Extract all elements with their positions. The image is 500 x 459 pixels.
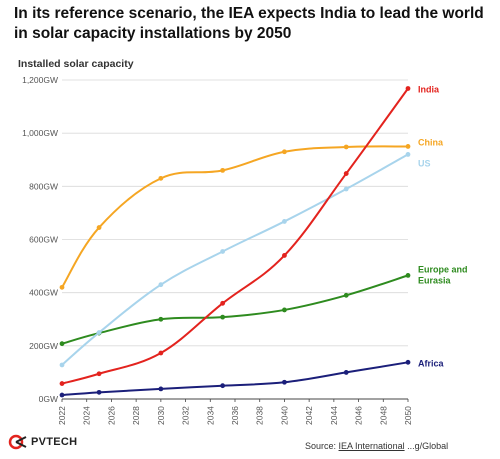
data-point-africa xyxy=(343,370,349,375)
series-layer xyxy=(59,86,411,398)
data-point-us xyxy=(59,362,65,368)
data-point-africa xyxy=(282,379,287,385)
data-point-china xyxy=(59,284,65,290)
data-point-europe-and-eurasia xyxy=(282,307,287,313)
data-point-africa xyxy=(59,392,65,398)
data-point-us xyxy=(405,152,411,157)
data-point-india xyxy=(158,350,164,356)
series-label-china: China xyxy=(418,137,444,147)
data-point-europe-and-eurasia xyxy=(59,341,65,347)
source-line: Source: IEA International ...g/Global xyxy=(305,441,448,451)
data-point-us xyxy=(282,219,287,224)
grid-layer xyxy=(62,79,408,400)
series-label-line: Africa xyxy=(418,358,445,368)
y-tick-label: 600GW xyxy=(29,235,58,245)
y-tick-label: 400GW xyxy=(29,288,58,298)
data-point-china xyxy=(405,144,411,149)
y-tick-label: 800GW xyxy=(29,181,58,191)
series-line-china xyxy=(61,145,409,288)
data-point-europe-and-eurasia xyxy=(220,314,226,320)
series-label-line: US xyxy=(418,158,431,168)
series-label-line: India xyxy=(418,85,440,95)
series-line-europe-and-eurasia xyxy=(61,274,409,345)
axis-layer: 0GW 200GW 400GW 600GW 800GW 1,000GW 1,200GW 202… xyxy=(22,75,413,425)
data-point-us xyxy=(96,330,102,335)
series-label-europe-and-eurasia: Europe and Eurasia xyxy=(418,264,468,285)
series-label-line: China xyxy=(418,137,444,147)
data-point-africa xyxy=(158,386,164,392)
x-tick-label: 2050 xyxy=(403,406,413,425)
data-point-us xyxy=(343,186,349,192)
data-point-europe-and-eurasia xyxy=(405,272,411,278)
x-tick-label: 2036 xyxy=(230,406,240,425)
data-point-us xyxy=(158,282,164,288)
chart-headline: In its reference scenario, the IEA expec… xyxy=(14,5,484,42)
logo-text: PVTECH xyxy=(31,436,78,448)
y-tick-label: 1,200GW xyxy=(22,75,58,85)
x-tick-label: 2042 xyxy=(304,406,314,425)
data-point-china xyxy=(282,149,287,155)
x-tick-label: 2044 xyxy=(329,406,339,425)
source-prefix: Source: xyxy=(305,441,339,451)
series-label-africa: Africa xyxy=(418,358,445,368)
x-tick-label: 2030 xyxy=(156,406,166,425)
source-link[interactable]: IEA International xyxy=(338,441,405,451)
pvtech-logo-icon xyxy=(8,434,27,450)
data-point-india xyxy=(220,300,226,306)
data-point-africa xyxy=(405,359,411,365)
data-point-india xyxy=(405,86,411,91)
series-line-africa xyxy=(61,361,409,397)
series-line-india xyxy=(61,87,409,385)
series-label-line: Europe and xyxy=(418,264,468,274)
data-point-india xyxy=(343,171,349,176)
x-tick-label: 2026 xyxy=(106,406,116,425)
x-tick-label: 2038 xyxy=(255,406,265,425)
data-point-china xyxy=(158,175,164,181)
data-point-india xyxy=(96,371,102,377)
x-tick-label: 2046 xyxy=(354,406,364,425)
data-point-india xyxy=(59,381,65,386)
data-point-europe-and-eurasia xyxy=(158,316,164,322)
source-tail: ...g/Global xyxy=(404,441,449,451)
series-label-line: Eurasia xyxy=(418,275,452,285)
y-tick-label: 200GW xyxy=(29,341,58,351)
series-label-us: US xyxy=(418,158,431,168)
x-tick-label: 2034 xyxy=(205,406,215,425)
pvtech-logo: PVTECH xyxy=(8,434,77,450)
x-tick-label: 2028 xyxy=(131,406,141,425)
data-point-europe-and-eurasia xyxy=(343,292,349,298)
data-point-africa xyxy=(96,389,102,395)
data-point-africa xyxy=(220,383,226,389)
x-tick-label: 2032 xyxy=(181,406,191,425)
x-tick-label: 2022 xyxy=(57,406,67,425)
chart-subtitle: Installed solar capacity xyxy=(18,58,134,70)
data-point-china xyxy=(220,167,226,173)
data-point-china xyxy=(96,225,102,230)
data-point-india xyxy=(282,253,287,258)
data-point-us xyxy=(220,249,226,254)
x-tick-label: 2048 xyxy=(378,406,388,425)
label-layer: Africa Europe and Eurasia US China India xyxy=(418,85,468,369)
y-tick-label: 0GW xyxy=(39,394,58,404)
y-tick-label: 1,000GW xyxy=(22,128,58,138)
x-tick-label: 2040 xyxy=(279,406,289,425)
data-point-china xyxy=(343,144,349,150)
series-label-india: India xyxy=(418,85,440,95)
x-tick-label: 2024 xyxy=(82,406,92,425)
